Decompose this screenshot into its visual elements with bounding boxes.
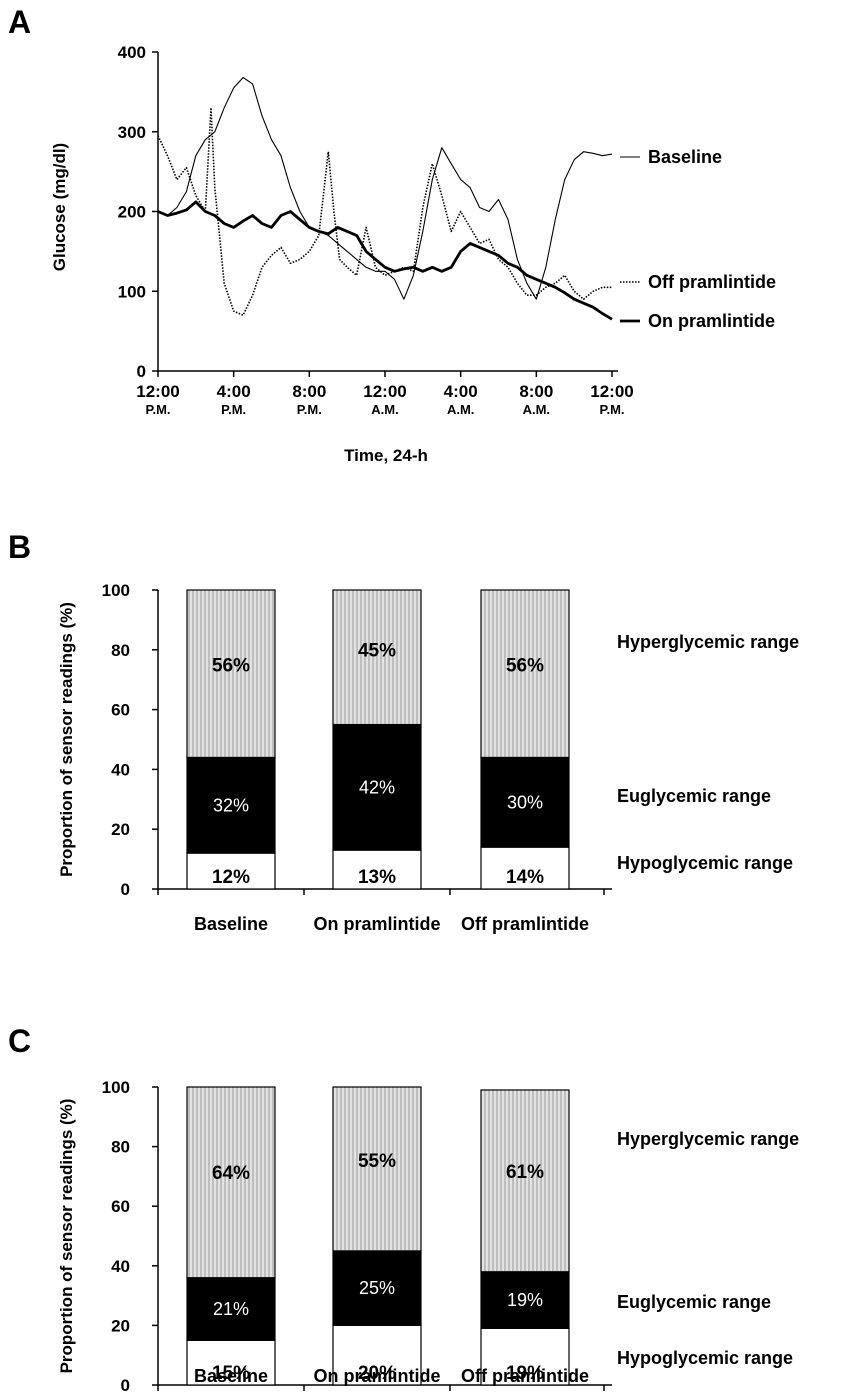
y-tick-label: 60 <box>111 701 130 720</box>
data-label-hypoglycemic-range-off-pramlintide: 14% <box>506 867 544 888</box>
y-tick-label: 80 <box>111 1138 130 1157</box>
data-label-euglycemic-range-off-pramlintide: 30% <box>507 792 543 812</box>
x-tick-label: 4:00 <box>217 382 251 401</box>
x-tick-sublabel: P.M. <box>297 402 322 417</box>
series-line-baseline <box>157 76 613 300</box>
category-label-baseline: Baseline <box>194 1366 268 1386</box>
bar-segment-euglycemic-range-off-pramlintide <box>480 756 570 848</box>
y-tick-label: 100 <box>102 581 130 600</box>
y-tick-label: 0 <box>121 880 130 899</box>
panel-b-stacked-bar-chart: B 0 20 40 60 80 100 Proportion of sensor readin… <box>8 529 799 934</box>
x-tick-label: 12:00 <box>363 382 406 401</box>
y-tick-label: 40 <box>111 1257 130 1276</box>
legend-label-off-pramlintide: Off pramlintide <box>648 272 776 292</box>
y-tick-label: 400 <box>118 43 146 62</box>
x-tick-sublabel: P.M. <box>221 402 246 417</box>
bar-segment-euglycemic-range-baseline <box>186 1277 276 1341</box>
range-label-hypoglycemic-range: Hypoglycemic range <box>617 1348 793 1368</box>
legend-label-on-pramlintide: On pramlintide <box>648 311 775 331</box>
y-tick-label: 200 <box>118 203 146 222</box>
bar-segment-hypoglycemic-range-off-pramlintide <box>480 846 570 890</box>
bar-segment-hypoglycemic-range-on-pramlintide <box>332 1324 422 1386</box>
data-label-euglycemic-range-baseline: 32% <box>213 795 249 815</box>
y-tick-label: 40 <box>111 760 130 779</box>
panel-letter-b: B <box>8 529 31 565</box>
bar-segment-hyperglycemic-range-on-pramlintide <box>332 589 422 726</box>
x-axis-title: Time, 24-h <box>344 446 428 465</box>
bar-segment-euglycemic-range-off-pramlintide <box>480 1271 570 1329</box>
y-tick-label: 80 <box>111 641 130 660</box>
data-label-euglycemic-range-baseline: 21% <box>213 1299 249 1319</box>
x-tick-label: 12:00 <box>590 382 633 401</box>
range-label-hypoglycemic-range: Hypoglycemic range <box>617 853 793 873</box>
y-tick-label: 100 <box>118 282 146 301</box>
category-label-off-pramlintide: Off pramlintide <box>461 914 589 934</box>
y-axis-title: Proportion of sensor readings (%) <box>57 602 76 877</box>
data-label-hypoglycemic-range-on-pramlintide: 20% <box>358 1363 396 1384</box>
data-label-euglycemic-range-on-pramlintide: 25% <box>359 1278 395 1298</box>
data-label-hyperglycemic-range-off-pramlintide: 61% <box>506 1162 544 1183</box>
bar-segment-hypoglycemic-range-off-pramlintide <box>480 1327 570 1386</box>
y-tick-label: 20 <box>111 820 130 839</box>
x-tick-sublabel: A.M. <box>371 402 398 417</box>
data-label-hyperglycemic-range-on-pramlintide: 55% <box>358 1151 396 1172</box>
range-label-hyperglycemic-range: Hyperglycemic range <box>617 1129 799 1149</box>
category-label-off-pramlintide: Off pramlintide <box>461 1366 589 1386</box>
x-tick-sublabel: P.M. <box>145 402 170 417</box>
y-tick-label: 300 <box>118 123 146 142</box>
data-label-hypoglycemic-range-baseline: 12% <box>212 867 250 888</box>
panel-letter-a: A <box>8 4 31 40</box>
data-label-euglycemic-range-on-pramlintide: 42% <box>359 777 395 797</box>
data-label-hyperglycemic-range-baseline: 64% <box>212 1163 250 1184</box>
data-label-hypoglycemic-range-on-pramlintide: 13% <box>358 867 396 888</box>
data-label-hyperglycemic-range-baseline: 56% <box>212 655 250 676</box>
bar-segment-hypoglycemic-range-on-pramlintide <box>332 849 422 890</box>
bar-segment-euglycemic-range-on-pramlintide <box>332 1250 422 1327</box>
data-label-euglycemic-range-off-pramlintide: 19% <box>507 1290 543 1310</box>
category-label-on-pramlintide: On pramlintide <box>313 1366 440 1386</box>
x-tick-label: 8:00 <box>292 382 326 401</box>
panel-a-line-chart: A010020030040012:00P.M.4:00P.M.8:00P.M.1… <box>8 4 776 465</box>
data-label-hyperglycemic-range-off-pramlintide: 56% <box>506 655 544 676</box>
y-tick-label: 20 <box>111 1316 130 1335</box>
x-tick-label: 12:00 <box>136 382 179 401</box>
bar-segment-euglycemic-range-on-pramlintide <box>332 723 422 851</box>
bar-segment-hypoglycemic-range-baseline <box>186 1339 276 1386</box>
y-tick-label: 0 <box>121 1376 130 1394</box>
series-line-on-pramlintide <box>157 200 613 321</box>
x-tick-sublabel: A.M. <box>447 402 474 417</box>
x-tick-label: 8:00 <box>519 382 553 401</box>
panel-c-stacked-bar-chart: C 0 20 40 60 80 100 Proportion of sensor readin… <box>8 1023 799 1394</box>
y-tick-label: 100 <box>102 1078 130 1097</box>
category-label-baseline: Baseline <box>194 914 268 934</box>
range-label-hyperglycemic-range: Hyperglycemic range <box>617 632 799 652</box>
x-tick-label: 4:00 <box>444 382 478 401</box>
range-label-euglycemic-range: Euglycemic range <box>617 786 771 806</box>
bar-segment-hyperglycemic-range-off-pramlintide <box>480 589 570 759</box>
bar-segment-hyperglycemic-range-baseline <box>186 589 276 759</box>
data-label-hypoglycemic-range-off-pramlintide: 19% <box>506 1363 544 1384</box>
bar-segment-hyperglycemic-range-on-pramlintide <box>332 1086 422 1252</box>
x-tick-sublabel: A.M. <box>523 402 550 417</box>
y-tick-label: 60 <box>111 1197 130 1216</box>
panel-letter-c: C <box>8 1023 31 1059</box>
category-label-on-pramlintide: On pramlintide <box>313 914 440 934</box>
y-axis-title: Glucose (mg/dl) <box>50 143 69 271</box>
data-label-hyperglycemic-range-on-pramlintide: 45% <box>358 641 396 662</box>
y-tick-label: 0 <box>137 362 146 381</box>
bar-segment-hyperglycemic-range-off-pramlintide <box>480 1089 570 1273</box>
range-label-euglycemic-range: Euglycemic range <box>617 1292 771 1312</box>
y-axis-title: Proportion of sensor readings (%) <box>57 1099 76 1374</box>
legend-label-baseline: Baseline <box>648 147 722 167</box>
data-label-hypoglycemic-range-baseline: 15% <box>212 1363 250 1384</box>
x-tick-sublabel: P.M. <box>599 402 624 417</box>
bar-segment-hyperglycemic-range-baseline <box>186 1086 276 1279</box>
series-line-off-pramlintide <box>157 107 612 317</box>
